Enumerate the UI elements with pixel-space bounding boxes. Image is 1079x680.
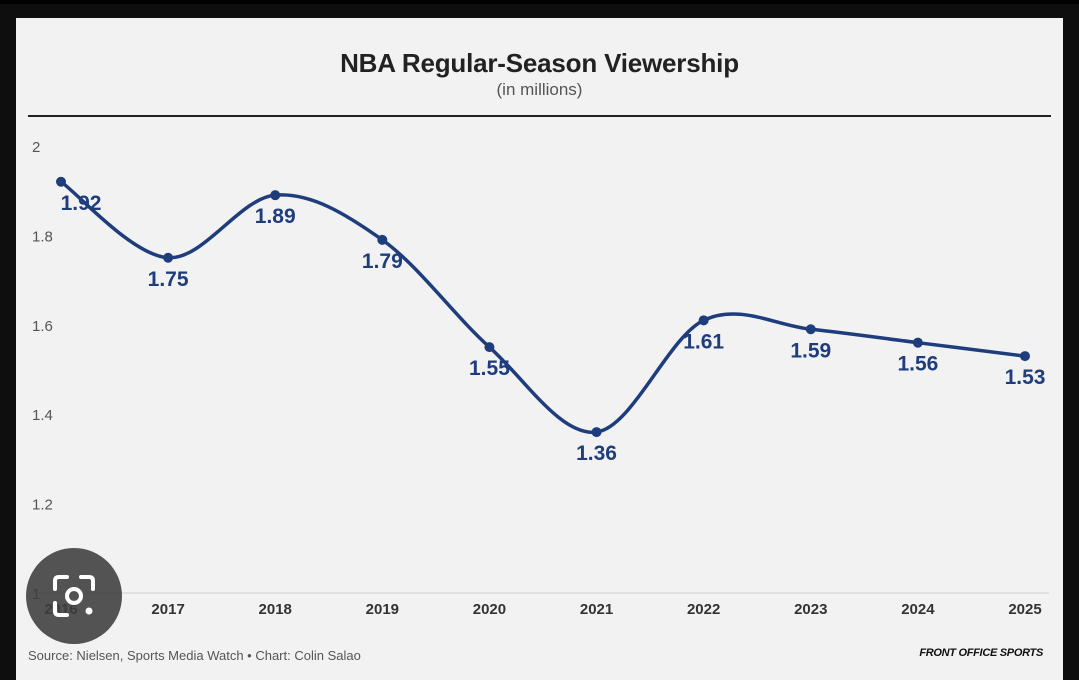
data-label: 1.61 [683,330,724,353]
y-tick-label: 1.6 [32,318,53,335]
chart-card: NBA Regular-Season Viewership (in millio… [16,18,1063,680]
x-tick-label: 2023 [794,601,827,618]
chart-title: NBA Regular-Season Viewership [340,48,739,78]
y-tick-label: 1.4 [32,407,53,424]
x-tick-label: 2017 [151,601,184,618]
x-tick-label: 2024 [901,601,935,618]
data-point [377,234,388,245]
data-point [56,176,66,187]
y-tick-label: 2 [32,139,40,156]
data-label: 1.79 [362,250,403,273]
x-tick-label: 2018 [259,601,292,618]
x-tick-label: 2021 [580,601,613,618]
x-tick-label: 2020 [473,601,506,618]
data-label: 1.75 [148,268,189,291]
series-line [59,180,1027,434]
data-point [270,190,281,201]
data-label: 1.56 [897,353,938,376]
source-note: Source: Nielsen, Sports Media Watch • Ch… [28,648,361,663]
title-divider [28,115,1051,117]
top-edge [0,0,1079,4]
google-lens-icon[interactable] [26,548,122,644]
brand-logo: FRONT OFFICE SPORTS [919,647,1043,659]
data-point [163,252,174,263]
lens-glyph [53,575,95,617]
data-label: 1.89 [255,205,296,228]
chart-subtitle: (in millions) [496,80,583,99]
data-point [698,315,709,326]
data-label: 1.36 [576,442,617,465]
data-label: 1.55 [469,357,510,380]
data-label: 1.92 [61,192,102,215]
data-point [591,427,602,438]
data-point [912,337,923,348]
x-tick-label: 2025 [1008,601,1041,618]
x-tick-label: 2019 [366,601,399,618]
x-tick-label: 2022 [687,601,720,618]
data-label: 1.53 [1005,366,1046,389]
data-point [1020,351,1030,362]
data-point [805,324,816,335]
data-point [484,342,495,353]
y-tick-label: 1.8 [32,228,53,245]
data-label: 1.59 [790,339,831,362]
line-chart: 11.21.41.61.8220162017201820192020202120… [30,139,1049,618]
y-tick-label: 1.2 [32,497,53,514]
